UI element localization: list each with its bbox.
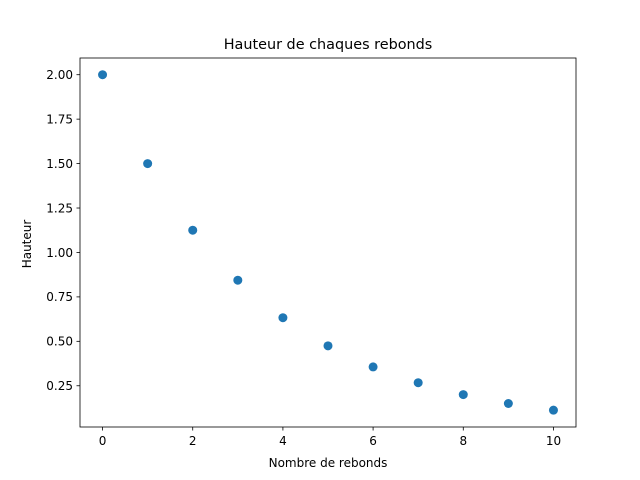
- y-tick-label: 2.00: [46, 68, 73, 82]
- y-axis-ticks: 0.25 0.50 0.75 1.00 1.25 1.50 1.75 2.00: [46, 68, 80, 393]
- x-tick-label: 8: [459, 434, 467, 448]
- data-point: [233, 275, 243, 285]
- data-point: [98, 70, 108, 80]
- x-tick-label: 0: [99, 434, 107, 448]
- data-point: [143, 159, 153, 169]
- data-point: [503, 399, 513, 409]
- data-point: [188, 225, 198, 235]
- y-tick-label: 0.75: [46, 290, 73, 304]
- y-tick-label: 0.50: [46, 335, 73, 349]
- data-point: [548, 405, 558, 415]
- data-point: [458, 390, 468, 400]
- x-tick-label: 4: [279, 434, 287, 448]
- plot-frame: [79, 57, 577, 428]
- data-point: [368, 362, 378, 372]
- y-tick-label: 0.25: [46, 379, 73, 393]
- y-tick-label: 1.50: [46, 157, 73, 171]
- data-points: [98, 70, 558, 415]
- y-axis-label: Hauteur: [20, 220, 34, 269]
- x-tick-label: 10: [546, 434, 561, 448]
- x-axis-ticks: 0 2 4 6 8 10: [99, 427, 561, 448]
- data-point: [278, 313, 288, 323]
- y-tick-label: 1.00: [46, 246, 73, 260]
- chart-title: Hauteur de chaques rebonds: [224, 37, 433, 53]
- y-tick-label: 1.25: [46, 201, 73, 215]
- x-tick-label: 2: [189, 434, 197, 448]
- data-point: [323, 341, 333, 351]
- x-tick-label: 6: [369, 434, 377, 448]
- data-point: [413, 378, 423, 388]
- x-axis-label: Nombre de rebonds: [269, 456, 388, 470]
- y-tick-label: 1.75: [46, 112, 73, 126]
